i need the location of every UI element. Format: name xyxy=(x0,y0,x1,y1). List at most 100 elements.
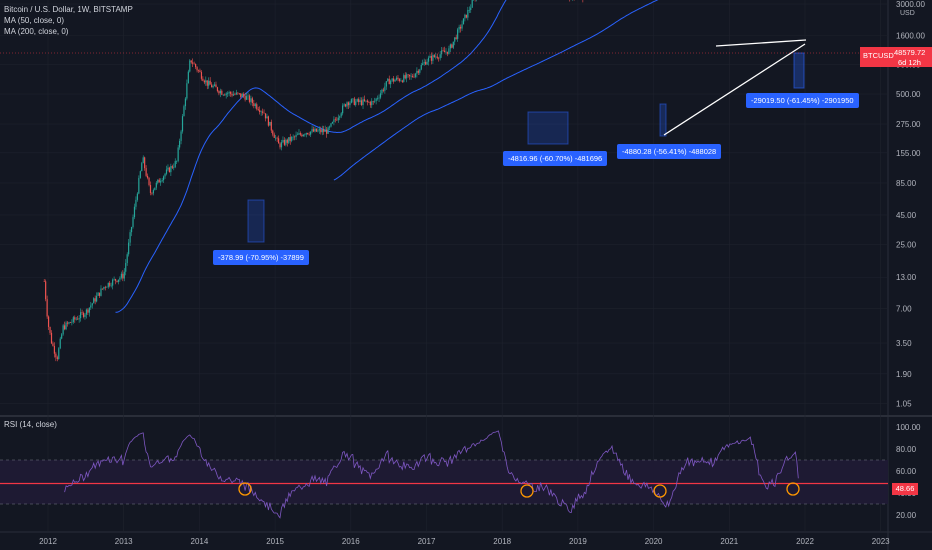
candle-body xyxy=(320,129,322,133)
candle-body xyxy=(438,57,440,59)
range-box-2018[interactable] xyxy=(527,111,569,145)
candle-body xyxy=(372,101,374,102)
candle-body xyxy=(425,61,427,65)
candle-body xyxy=(333,119,335,123)
candle-body xyxy=(360,100,363,106)
candle-body xyxy=(406,74,408,79)
candle-body xyxy=(433,55,435,58)
candle-body xyxy=(261,111,264,113)
candle-body xyxy=(212,85,214,88)
candle-body xyxy=(451,44,453,48)
drawings[interactable] xyxy=(0,39,888,243)
candle-body xyxy=(103,286,105,289)
candle-body xyxy=(61,334,63,339)
candle-body xyxy=(256,104,258,109)
candle-body xyxy=(263,112,265,114)
candle-body xyxy=(302,134,304,137)
candle-body xyxy=(304,134,306,136)
upper-trendline[interactable] xyxy=(715,39,807,47)
candle-body xyxy=(457,29,459,39)
candle-body xyxy=(266,116,268,119)
rsi-circle-2018[interactable] xyxy=(520,484,534,498)
candle-body xyxy=(397,77,399,80)
range-box-2021[interactable] xyxy=(793,52,805,89)
candle-body xyxy=(247,95,249,97)
rsi-legend[interactable]: RSI (14, close) xyxy=(4,420,57,429)
callout-2021[interactable]: -29019.50 (-61.45%) -2901950 xyxy=(746,93,859,108)
grid xyxy=(0,0,888,532)
candle-body xyxy=(164,173,166,177)
candle-body xyxy=(66,322,69,324)
price-tick: 275.00 xyxy=(896,120,921,129)
candle-body xyxy=(407,74,409,76)
candle-body xyxy=(462,18,465,25)
candle-body xyxy=(394,79,396,82)
candle-body xyxy=(215,84,217,88)
rsi-circle-2021[interactable] xyxy=(786,482,800,496)
candle-body xyxy=(295,134,297,137)
candle-body xyxy=(395,77,398,80)
candle-body xyxy=(259,110,261,113)
price-pane[interactable] xyxy=(0,0,888,415)
candle-body xyxy=(241,94,243,97)
candle-body xyxy=(190,60,192,63)
candle-body xyxy=(458,26,460,30)
candle-body xyxy=(455,37,457,39)
candle-body xyxy=(390,80,392,85)
candle-body xyxy=(275,137,277,139)
time-tick: 2012 xyxy=(39,537,57,546)
candle-body xyxy=(464,14,466,19)
candle-body xyxy=(161,180,163,182)
ma50-legend[interactable]: MA (50, close, 0) xyxy=(4,16,65,25)
time-tick: 2013 xyxy=(115,537,133,546)
candle-body xyxy=(62,325,64,335)
candle-body xyxy=(334,119,336,121)
current-price-tag: BTCUSD 48579.72 6d 12h xyxy=(860,47,932,67)
candle-body xyxy=(392,78,395,82)
candle-body xyxy=(208,80,210,86)
candle-body xyxy=(404,75,406,79)
callout-2018[interactable]: -4816.96 (-60.70%) -481696 xyxy=(503,151,608,166)
candle-body xyxy=(429,56,431,58)
candle-body xyxy=(288,137,290,143)
candle-body xyxy=(308,134,310,135)
candle-body xyxy=(63,325,66,330)
candle-body xyxy=(91,303,93,306)
candle-body xyxy=(317,130,319,132)
symbol-title[interactable]: Bitcoin / U.S. Dollar, 1W, BITSTAMP xyxy=(4,5,133,14)
rsi-circle-2020[interactable] xyxy=(653,484,667,498)
candle-body xyxy=(186,83,188,99)
rsi-circle-2014[interactable] xyxy=(238,482,252,496)
candle-body xyxy=(135,199,137,207)
lower-trendline[interactable] xyxy=(663,43,806,136)
callout-2020[interactable]: -4880.28 (-56.41%) -488028 xyxy=(617,144,722,159)
range-box-2014[interactable] xyxy=(247,199,265,243)
candle-body xyxy=(170,166,172,173)
candle-body xyxy=(82,312,85,317)
candle-body xyxy=(432,55,434,61)
candle-body xyxy=(336,119,338,121)
range-box-2020[interactable] xyxy=(659,103,667,137)
candle-body xyxy=(133,206,136,218)
candle-body xyxy=(251,98,253,104)
candle-body xyxy=(74,317,76,320)
candle-body xyxy=(221,90,223,95)
candle-body xyxy=(238,93,240,94)
candle-body xyxy=(289,137,291,141)
rsi-marks[interactable] xyxy=(238,482,800,498)
time-tick: 2020 xyxy=(645,537,663,546)
ma200-legend[interactable]: MA (200, close, 0) xyxy=(4,27,69,36)
time-axis[interactable]: 2012 2013 2014 2015 2016 2017 2018 2019 2020 2021… xyxy=(39,537,890,546)
candle-body xyxy=(65,322,67,330)
candle-body xyxy=(199,70,201,73)
callout-2014[interactable]: -378.99 (-70.95%) -37899 xyxy=(213,250,309,265)
candle-body xyxy=(356,99,358,102)
candle-body xyxy=(420,64,422,70)
candle-body xyxy=(94,298,96,302)
candle-body xyxy=(146,175,149,178)
candle-body xyxy=(371,101,373,106)
candle-body xyxy=(205,80,207,83)
